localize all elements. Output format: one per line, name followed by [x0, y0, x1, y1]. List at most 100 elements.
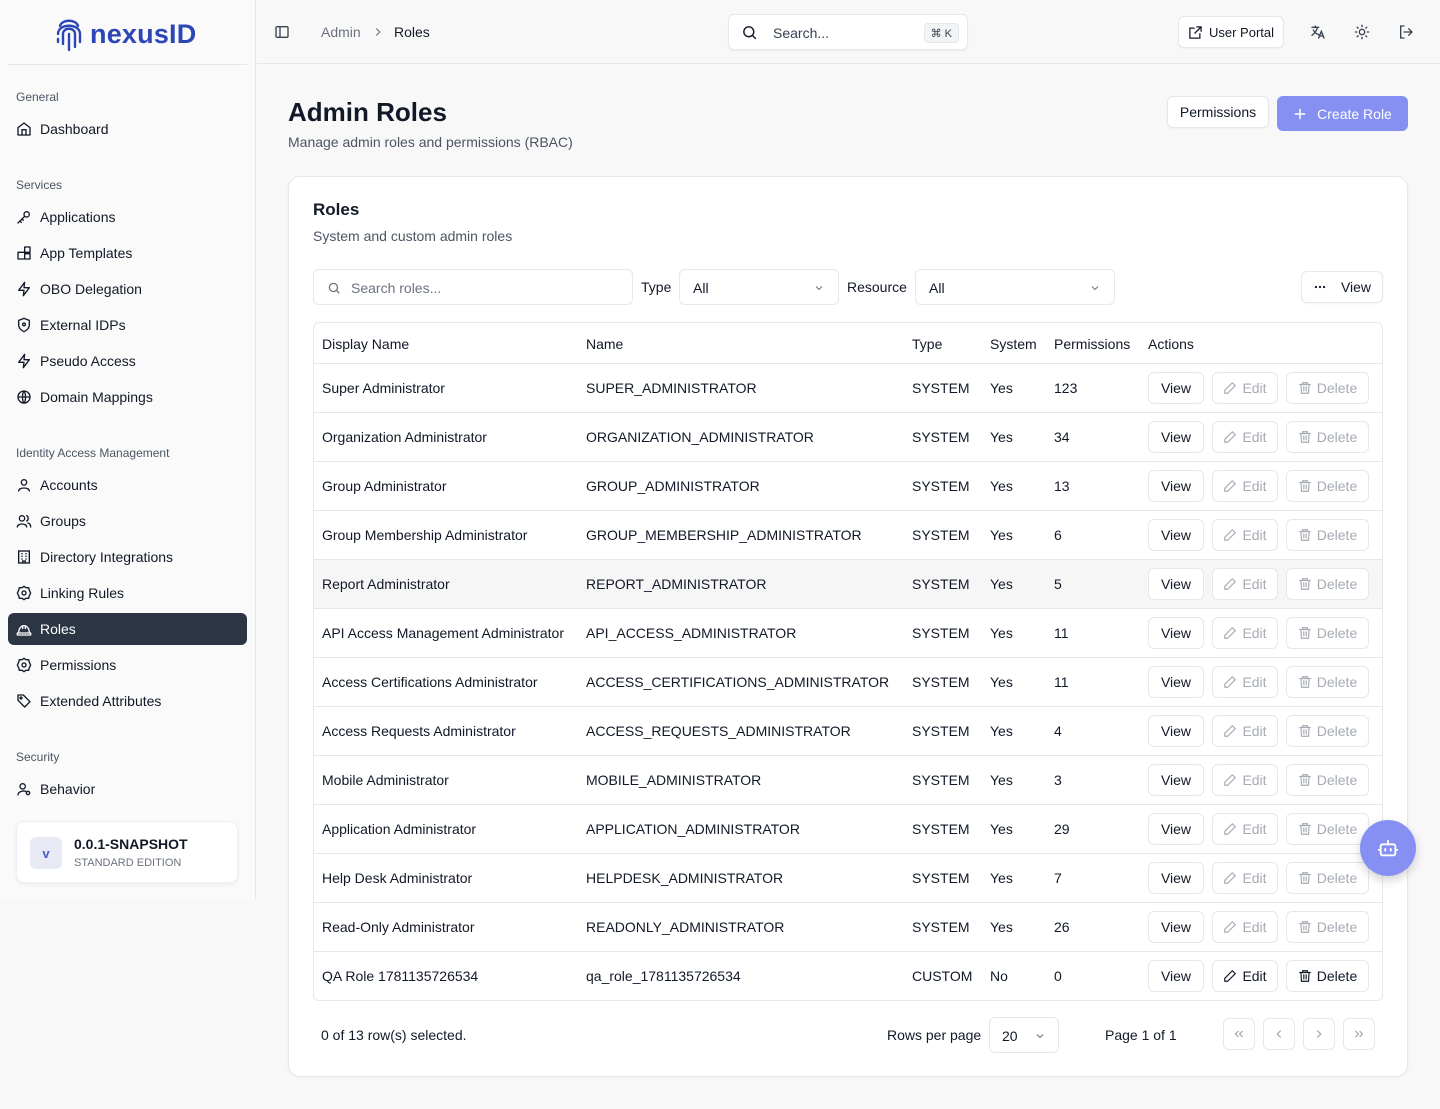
view-role-button[interactable]: View	[1148, 666, 1204, 698]
first-page-button[interactable]	[1223, 1018, 1255, 1050]
delete-role-button[interactable]: Delete	[1286, 617, 1369, 649]
logout-button[interactable]	[1392, 18, 1420, 46]
global-search[interactable]: Search... ⌘ K	[728, 14, 968, 50]
edit-role-button[interactable]: Edit	[1212, 960, 1278, 992]
sidebar-item-pseudo-access[interactable]: Pseudo Access	[8, 345, 247, 377]
brand-logo[interactable]: nexusID	[54, 14, 196, 54]
sidebar-item-accounts[interactable]: Accounts	[8, 469, 247, 501]
edit-role-button[interactable]: Edit	[1212, 666, 1278, 698]
theme-toggle-button[interactable]	[1348, 18, 1376, 46]
delete-role-button[interactable]: Delete	[1286, 421, 1369, 453]
sidebar-toggle-button[interactable]	[268, 18, 296, 46]
column-header[interactable]: Name	[586, 336, 624, 352]
view-role-button[interactable]: View	[1148, 470, 1204, 502]
type-filter-select[interactable]: All	[679, 269, 839, 305]
column-header[interactable]: Type	[912, 336, 943, 352]
edit-role-button[interactable]: Edit	[1212, 911, 1278, 943]
delete-role-button[interactable]: Delete	[1286, 960, 1369, 992]
table-row[interactable]: Help Desk Administrator HELPDESK_ADMINIST…	[314, 854, 1382, 903]
permissions-button[interactable]: Permissions	[1167, 96, 1269, 128]
view-role-button[interactable]: View	[1148, 764, 1204, 796]
trash-icon	[1298, 675, 1312, 689]
delete-role-button[interactable]: Delete	[1286, 519, 1369, 551]
next-page-button[interactable]	[1303, 1018, 1335, 1050]
edit-role-button[interactable]: Edit	[1212, 862, 1278, 894]
view-role-button[interactable]: View	[1148, 568, 1204, 600]
sidebar-item-permissions[interactable]: Permissions	[8, 649, 247, 681]
view-role-button[interactable]: View	[1148, 862, 1204, 894]
delete-role-button[interactable]: Delete	[1286, 911, 1369, 943]
table-row[interactable]: Report Administrator REPORT_ADMINISTRATOR…	[314, 560, 1382, 609]
view-role-button[interactable]: View	[1148, 372, 1204, 404]
table-row[interactable]: Group Administrator GROUP_ADMINISTRATOR SY…	[314, 462, 1382, 511]
cell-type: SYSTEM	[912, 919, 970, 935]
view-role-button[interactable]: View	[1148, 421, 1204, 453]
breadcrumb-admin[interactable]: Admin	[321, 24, 361, 40]
role-search-input[interactable]: Search roles...	[313, 269, 633, 305]
sidebar-item-external-idps[interactable]: External IDPs	[8, 309, 247, 341]
rows-per-page-value: 20	[1002, 1028, 1018, 1044]
previous-page-button[interactable]	[1263, 1018, 1295, 1050]
delete-role-button[interactable]: Delete	[1286, 715, 1369, 747]
view-role-button[interactable]: View	[1148, 960, 1204, 992]
sidebar-item-groups[interactable]: Groups	[8, 505, 247, 537]
sidebar-item-roles[interactable]: Roles	[8, 613, 247, 645]
delete-role-button[interactable]: Delete	[1286, 813, 1369, 845]
view-options-button[interactable]: View	[1301, 271, 1383, 303]
sidebar-item-directory-integrations[interactable]: Directory Integrations	[8, 541, 247, 573]
delete-role-button[interactable]: Delete	[1286, 568, 1369, 600]
user-portal-button[interactable]: User Portal	[1178, 16, 1284, 48]
sidebar-item-label: External IDPs	[40, 317, 126, 333]
sidebar-item-linking-rules[interactable]: Linking Rules	[8, 577, 247, 609]
edit-role-button[interactable]: Edit	[1212, 421, 1278, 453]
sidebar-item-app-templates[interactable]: App Templates	[8, 237, 247, 269]
table-row[interactable]: Super Administrator SUPER_ADMINISTRATOR SY…	[314, 364, 1382, 413]
view-role-button[interactable]: View	[1148, 519, 1204, 551]
assistant-bot-button[interactable]	[1360, 820, 1416, 876]
edit-role-button[interactable]: Edit	[1212, 519, 1278, 551]
edit-role-button[interactable]: Edit	[1212, 715, 1278, 747]
table-row[interactable]: Mobile Administrator MOBILE_ADMINISTRATOR…	[314, 756, 1382, 805]
last-page-button[interactable]	[1343, 1018, 1375, 1050]
edit-role-button[interactable]: Edit	[1212, 568, 1278, 600]
delete-role-button[interactable]: Delete	[1286, 470, 1369, 502]
table-row[interactable]: Access Requests Administrator ACCESS_REQU…	[314, 707, 1382, 756]
sidebar-item-dashboard[interactable]: Dashboard	[8, 113, 247, 145]
column-header[interactable]: Display Name	[322, 336, 410, 352]
edit-role-button[interactable]: Edit	[1212, 470, 1278, 502]
edit-role-button[interactable]: Edit	[1212, 764, 1278, 796]
resource-filter-select[interactable]: All	[915, 269, 1115, 305]
view-role-button[interactable]: View	[1148, 715, 1204, 747]
table-row[interactable]: Read-Only Administrator READONLY_ADMINIST…	[314, 903, 1382, 952]
delete-role-button[interactable]: Delete	[1286, 862, 1369, 894]
version-card[interactable]: v 0.0.1-SNAPSHOT STANDARD EDITION	[16, 821, 238, 883]
sidebar-item-extended-attributes[interactable]: Extended Attributes	[8, 685, 247, 717]
edit-role-button[interactable]: Edit	[1212, 617, 1278, 649]
delete-role-button[interactable]: Delete	[1286, 764, 1369, 796]
table-row[interactable]: Group Membership Administrator GROUP_MEMB…	[314, 511, 1382, 560]
delete-role-button[interactable]: Delete	[1286, 372, 1369, 404]
table-row[interactable]: Application Administrator APPLICATION_ADM…	[314, 805, 1382, 854]
view-role-button[interactable]: View	[1148, 813, 1204, 845]
delete-role-button[interactable]: Delete	[1286, 666, 1369, 698]
language-button[interactable]	[1304, 18, 1332, 46]
sidebar-item-behavior[interactable]: Behavior	[8, 773, 247, 805]
table-row[interactable]: Access Certifications Administrator ACCES…	[314, 658, 1382, 707]
column-header[interactable]: System	[990, 336, 1037, 352]
edit-role-button[interactable]: Edit	[1212, 372, 1278, 404]
delete-label: Delete	[1316, 429, 1358, 445]
sidebar-item-applications[interactable]: Applications	[8, 201, 247, 233]
edit-role-button[interactable]: Edit	[1212, 813, 1278, 845]
table-row[interactable]: QA Role 1781135726534 qa_role_17811357265…	[314, 952, 1382, 1000]
column-header[interactable]: Permissions	[1054, 336, 1131, 352]
view-role-button[interactable]: View	[1148, 911, 1204, 943]
table-row[interactable]: Organization Administrator ORGANIZATION_A…	[314, 413, 1382, 462]
table-row[interactable]: API Access Management Administrator API_A…	[314, 609, 1382, 658]
view-label: View	[1160, 772, 1192, 788]
rows-per-page-select[interactable]: 20	[989, 1017, 1059, 1053]
create-role-button[interactable]: Create Role	[1277, 96, 1408, 131]
version-avatar: v	[30, 837, 62, 869]
sidebar-item-obo-delegation[interactable]: OBO Delegation	[8, 273, 247, 305]
view-role-button[interactable]: View	[1148, 617, 1204, 649]
sidebar-item-domain-mappings[interactable]: Domain Mappings	[8, 381, 247, 413]
